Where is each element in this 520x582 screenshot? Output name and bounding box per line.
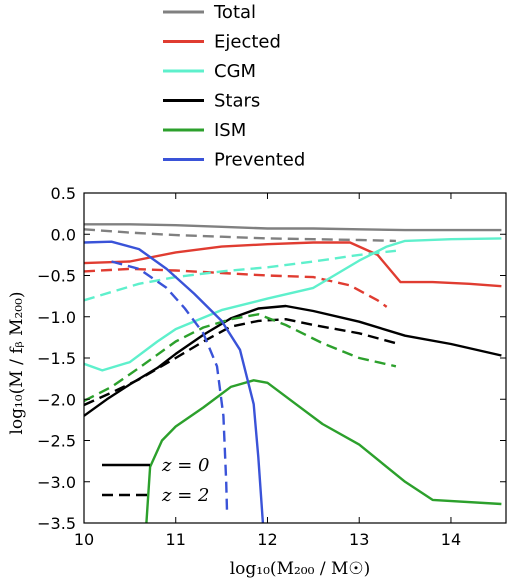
y-tick-label: 0.5: [51, 184, 76, 203]
x-tick-label: 12: [257, 530, 277, 549]
y-tick-label: 0.0: [51, 225, 76, 244]
series-ejected-z0: [84, 241, 502, 288]
series-ejected-z2: [84, 267, 388, 308]
series-stars-z2: [84, 318, 397, 407]
series-cgm-z2: [84, 249, 397, 302]
series-total-z2: [84, 228, 396, 243]
x-tick-label: 11: [166, 530, 186, 549]
series-total-z0: [84, 223, 502, 232]
legend-label-ism: ISM: [214, 120, 246, 141]
y-tick-label: −1.5: [37, 349, 76, 368]
legend-label-stars: Stars: [214, 91, 260, 112]
y-tick-label: −3.0: [37, 473, 76, 492]
y-tick-label: −2.5: [37, 432, 76, 451]
series-prevented-z0: [84, 240, 265, 523]
y-tick-label: −3.5: [37, 514, 76, 533]
series-cgm-z0: [84, 237, 502, 372]
series-lines: [84, 223, 502, 523]
style-legend: z = 0 z = 2: [102, 455, 209, 506]
y-axis-label: log₁₀(M / fᵦ M₂₀₀): [7, 291, 27, 434]
y-tick-label: −1.0: [37, 308, 76, 327]
legend-label-total: Total: [213, 2, 256, 23]
series-ism-z0: [145, 379, 502, 523]
style-legend-label-z2: z = 2: [161, 485, 209, 506]
x-axis-label: log₁₀(M₂₀₀ / M☉): [230, 559, 370, 579]
legend-label-prevented: Prevented: [214, 150, 305, 171]
series-ism-z2: [84, 313, 397, 402]
series-stars-z0: [84, 304, 502, 417]
legend-label-ejected: Ejected: [214, 32, 281, 53]
axes: 10 11 12 13 14 0.5 0.0 −0.5 −1.0 −1.5 −2.0 −2.5 −3.0…: [37, 184, 507, 549]
series-prevented-z2: [111, 260, 229, 515]
style-legend-label-z0: z = 0: [161, 455, 209, 476]
x-tick-label: 10: [74, 530, 94, 549]
x-tick-label: 14: [441, 530, 461, 549]
legend-label-cgm: CGM: [214, 61, 256, 82]
series-legend: Total Ejected CGM Stars ISM Prevented: [163, 2, 305, 171]
y-tick-label: −2.0: [37, 390, 76, 409]
x-tick-label: 13: [349, 530, 369, 549]
y-tick-label: −0.5: [37, 267, 76, 286]
